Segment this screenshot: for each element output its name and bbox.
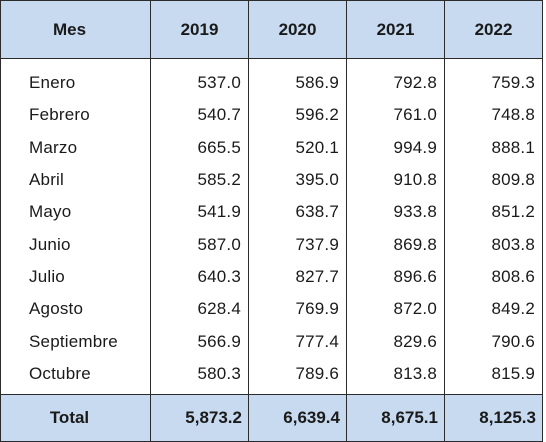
value-cell: 769.9	[248, 293, 347, 326]
value-cell: 566.9	[150, 325, 249, 358]
value-cell: 933.8	[346, 196, 445, 229]
value-cell: 808.6	[444, 260, 543, 294]
header-2022: 2022	[444, 0, 543, 59]
value-cell: 994.9	[346, 131, 445, 164]
header-row: Mes 2019 2020 2021 2022	[0, 0, 543, 59]
table-row: Julio 640.3 827.7 896.6 808.6	[0, 260, 543, 294]
month-cell: Marzo	[0, 131, 151, 164]
table-row: Junio 587.0 737.9 869.8 803.8	[0, 228, 543, 261]
month-cell: Junio	[0, 228, 151, 261]
total-row: Total 5,873.2 6,639.4 8,675.1 8,125.3	[0, 393, 543, 442]
value-cell: 759.3	[444, 58, 543, 100]
value-cell: 809.8	[444, 163, 543, 197]
total-2022: 8,125.3	[444, 393, 543, 442]
value-cell: 737.9	[248, 228, 347, 261]
table-row: Mayo 541.9 638.7 933.8 851.2	[0, 196, 543, 229]
value-cell: 587.0	[150, 228, 249, 261]
header-2020: 2020	[248, 0, 347, 59]
month-cell: Octubre	[0, 357, 151, 395]
month-cell: Mayo	[0, 196, 151, 229]
value-cell: 849.2	[444, 293, 543, 326]
value-cell: 596.2	[248, 99, 347, 132]
value-cell: 792.8	[346, 58, 445, 100]
table-footer: Total 5,873.2 6,639.4 8,675.1 8,125.3	[0, 393, 543, 442]
total-label: Total	[0, 393, 151, 442]
table-row: Octubre 580.3 789.6 813.8 815.9	[0, 357, 543, 395]
value-cell: 777.4	[248, 325, 347, 358]
table-row: Enero 537.0 586.9 792.8 759.3	[0, 58, 543, 100]
total-2019: 5,873.2	[150, 393, 249, 442]
value-cell: 851.2	[444, 196, 543, 229]
month-cell: Septiembre	[0, 325, 151, 358]
month-cell: Abril	[0, 163, 151, 197]
value-cell: 585.2	[150, 163, 249, 197]
table-row: Abril 585.2 395.0 910.8 809.8	[0, 163, 543, 197]
month-cell: Agosto	[0, 293, 151, 326]
value-cell: 803.8	[444, 228, 543, 261]
value-cell: 540.7	[150, 99, 249, 132]
value-cell: 537.0	[150, 58, 249, 100]
total-2021: 8,675.1	[346, 393, 445, 442]
value-cell: 665.5	[150, 131, 249, 164]
value-cell: 789.6	[248, 357, 347, 395]
header-2021: 2021	[346, 0, 445, 59]
value-cell: 748.8	[444, 99, 543, 132]
value-cell: 829.6	[346, 325, 445, 358]
table-row: Marzo 665.5 520.1 994.9 888.1	[0, 131, 543, 164]
value-cell: 888.1	[444, 131, 543, 164]
value-cell: 813.8	[346, 357, 445, 395]
table-row: Agosto 628.4 769.9 872.0 849.2	[0, 293, 543, 326]
value-cell: 761.0	[346, 99, 445, 132]
total-2020: 6,639.4	[248, 393, 347, 442]
month-cell: Julio	[0, 260, 151, 294]
value-cell: 640.3	[150, 260, 249, 294]
value-cell: 541.9	[150, 196, 249, 229]
value-cell: 586.9	[248, 58, 347, 100]
header-2019: 2019	[150, 0, 249, 59]
value-cell: 869.8	[346, 228, 445, 261]
table-row: Febrero 540.7 596.2 761.0 748.8	[0, 99, 543, 132]
value-cell: 910.8	[346, 163, 445, 197]
value-cell: 827.7	[248, 260, 347, 294]
value-cell: 872.0	[346, 293, 445, 326]
table-header: Mes 2019 2020 2021 2022	[0, 0, 543, 59]
value-cell: 815.9	[444, 357, 543, 395]
header-mes: Mes	[0, 0, 151, 59]
value-cell: 520.1	[248, 131, 347, 164]
table-body: Enero 537.0 586.9 792.8 759.3 Febrero 54…	[0, 58, 543, 395]
month-cell: Febrero	[0, 99, 151, 132]
value-cell: 638.7	[248, 196, 347, 229]
value-cell: 790.6	[444, 325, 543, 358]
table-row: Septiembre 566.9 777.4 829.6 790.6	[0, 325, 543, 358]
month-cell: Enero	[0, 58, 151, 100]
value-cell: 580.3	[150, 357, 249, 395]
value-cell: 395.0	[248, 163, 347, 197]
value-cell: 628.4	[150, 293, 249, 326]
value-cell: 896.6	[346, 260, 445, 294]
